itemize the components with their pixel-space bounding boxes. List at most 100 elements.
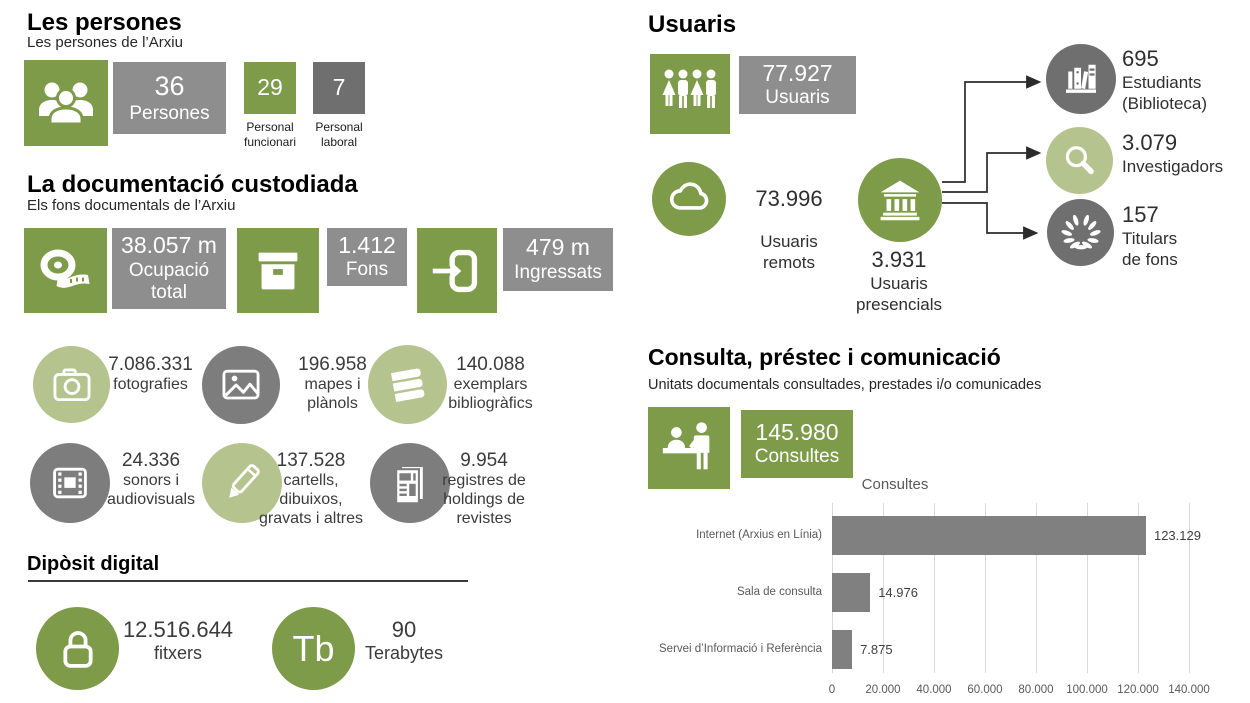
revistes-value: 9.954 — [460, 450, 508, 471]
fitxers-circle — [36, 607, 119, 690]
funcionari-tile: 29 — [244, 62, 296, 114]
fons-tile: 1.412 Fons — [327, 228, 407, 286]
investigadors-stat: 3.079 Investigadors — [1122, 130, 1223, 178]
terabytes-stat: 90 Terabytes — [348, 617, 460, 665]
laboral-tile: 7 — [313, 62, 365, 114]
four-people-icon — [658, 62, 722, 126]
presencials-stat: 3.931 Usuaris presencials — [834, 247, 964, 315]
bar-value-label: 7.875 — [860, 641, 893, 657]
terabytes-value: 90 — [391, 617, 417, 642]
consultes-chart-plot: 0 20.000 40.000 60.000 80.000 100.000 120.000 1… — [659, 503, 1210, 696]
sonors-circle — [30, 443, 110, 523]
gridline — [883, 503, 884, 673]
cartells-value: 137.528 — [276, 450, 346, 471]
consultes-icon-tile — [648, 407, 730, 489]
fitxers-value: 12.516.644 — [122, 617, 234, 642]
estudiants-circle — [1046, 44, 1116, 114]
exemplars-circle — [368, 345, 447, 424]
exemplars-stat: 140.088 exemplars bibliogràfics — [438, 354, 543, 414]
persones-total-value: 36 — [154, 71, 185, 102]
fons-label: Fons — [345, 259, 389, 281]
funcionari-label: Personal funcionari — [243, 120, 297, 149]
bar — [832, 573, 871, 612]
mapes-stat: 196.958 mapes i plànols — [280, 354, 385, 414]
titulars-stat: 157 Titulars de fons — [1122, 202, 1178, 270]
revistes-stat: 9.954 registres de holdings de revistes — [430, 450, 538, 529]
pencil-icon — [216, 457, 268, 509]
x-tick-label: 40.000 — [916, 684, 952, 696]
image-icon — [215, 359, 267, 411]
terabytes-label: Terabytes — [364, 642, 444, 663]
presencials-label: Usuaris presencials — [856, 273, 942, 314]
gridline — [1087, 503, 1088, 673]
gridline — [1138, 503, 1139, 673]
gridline — [1189, 503, 1190, 673]
cloud-icon — [663, 173, 715, 225]
gridline — [934, 503, 935, 673]
section-title-documentacio: La documentació custodiada — [27, 171, 358, 198]
cartells-circle — [202, 443, 282, 523]
consultes-total-label: Consultes — [754, 446, 840, 468]
remots-value: 73.996 — [755, 185, 823, 211]
ocupacio-icon-tile — [24, 228, 107, 313]
persones-icon-tile — [24, 60, 108, 146]
x-tick-label: 120.000 — [1117, 684, 1159, 696]
magnifier-icon — [1057, 138, 1103, 184]
bar-category-label: Internet (Arxius en Línia) — [696, 528, 822, 541]
presencials-circle — [858, 158, 942, 242]
bar-value-label: 123.129 — [1153, 527, 1201, 543]
x-tick-label: 100.000 — [1066, 684, 1108, 696]
fitxers-stat: 12.516.644 fitxers — [112, 617, 244, 665]
ingressats-icon-tile — [417, 228, 497, 313]
titulars-label: Titulars de fons — [1122, 228, 1178, 269]
section-title-consulta: Consulta, préstec i comunicació — [648, 344, 1001, 370]
ocupacio-tile: 38.057 m Ocupació total — [112, 228, 226, 309]
fotografies-stat: 7.086.331 fotografies — [98, 354, 203, 395]
funcionari-value: 29 — [257, 74, 283, 101]
terabytes-circle: Tb — [272, 607, 355, 690]
exemplars-label: exemplars bibliogràfics — [448, 376, 533, 413]
section-subtitle-consulta: Unitats documentals consultades, prestad… — [648, 377, 1042, 393]
usuaris-flow-connectors — [942, 75, 1042, 240]
x-tick-label: 80.000 — [1018, 684, 1054, 696]
fotografies-label: fotografies — [113, 376, 188, 394]
consultes-total-value: 145.980 — [755, 418, 839, 445]
ocupacio-value: 38.057 m — [121, 231, 217, 258]
bank-icon — [873, 173, 927, 227]
x-tick-label: 60.000 — [967, 684, 1003, 696]
sonors-value: 24.336 — [121, 450, 181, 471]
section-title-diposit: Dipòsit digital — [27, 553, 160, 575]
cartells-label: cartells, dibuixos, gravats i altres — [258, 472, 364, 528]
reception-desk-icon — [658, 417, 720, 479]
diposit-divider — [28, 580, 468, 582]
people-group-icon — [34, 71, 98, 135]
persones-total-tile: 36 Persones — [113, 62, 226, 134]
cartells-stat: 137.528 cartells, dibuixos, gravats i al… — [252, 450, 370, 529]
gridline — [1036, 503, 1037, 673]
mapes-value: 196.958 — [298, 354, 367, 375]
fitxers-label: fitxers — [153, 642, 202, 663]
lock-icon — [51, 622, 105, 676]
laurel-icon — [1057, 209, 1105, 257]
usuaris-total-label: Usuaris — [765, 87, 830, 109]
usuaris-total-value: 77.927 — [762, 59, 833, 86]
mapes-label: mapes i plànols — [304, 376, 361, 413]
investigadors-value: 3.079 — [1122, 130, 1178, 155]
remots-label: Usuaris remots — [760, 231, 818, 272]
sign-in-icon — [426, 240, 488, 302]
consultes-total-tile: 145.980 Consultes — [741, 410, 853, 478]
books-stack-icon — [382, 359, 434, 411]
usuaris-total-tile: 77.927 Usuaris — [739, 56, 856, 114]
usuaris-icon-tile — [650, 54, 730, 134]
titulars-value: 157 — [1122, 202, 1159, 227]
fons-icon-tile — [237, 228, 319, 313]
camera-icon — [46, 359, 98, 411]
bar — [832, 630, 853, 669]
estudiants-stat: 695 Estudiants (Biblioteca) — [1122, 46, 1207, 114]
section-subtitle-persones: Les persones de l’Arxiu — [27, 34, 183, 51]
mapes-circle — [202, 346, 280, 424]
section-title-usuaris: Usuaris — [648, 11, 737, 38]
revistes-circle — [370, 443, 450, 523]
tape-measure-icon — [34, 239, 98, 303]
